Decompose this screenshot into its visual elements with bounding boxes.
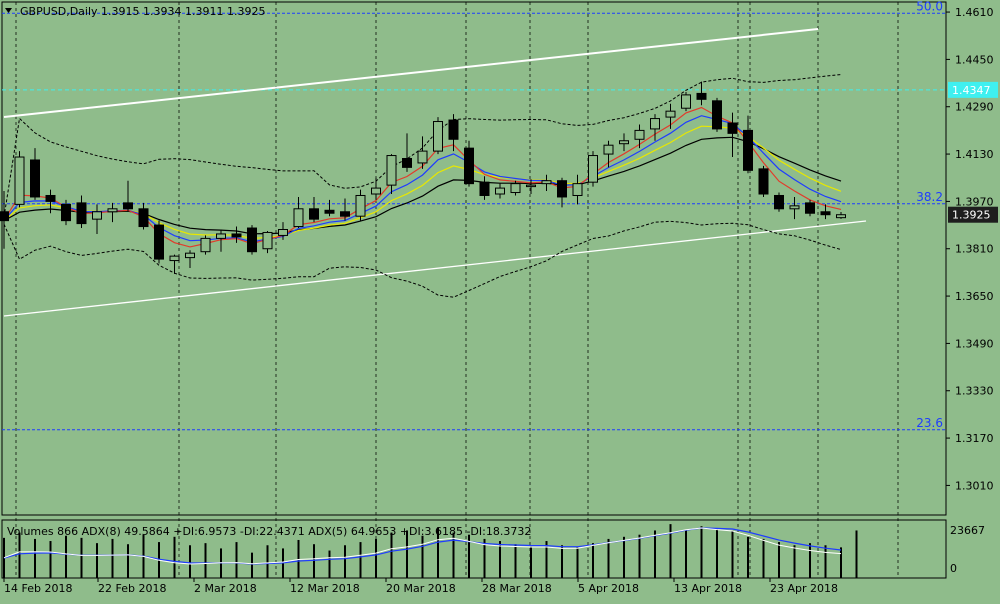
candle-body-bull (588, 155, 598, 183)
bollinger-lower-band (3, 220, 842, 298)
candle-body-bear (712, 100, 722, 130)
date-tick-label: 14 Feb 2018 (4, 582, 72, 595)
candle-body-bear (30, 159, 40, 198)
candle-body-bear (123, 202, 133, 210)
last-price-marker-box (948, 206, 998, 223)
main-panel-frame (1, 1, 947, 516)
candle-body-bull (836, 214, 846, 219)
resistance-marker-box (948, 81, 998, 98)
price-tick-label: 1.3650 (955, 290, 994, 303)
candle-body-bear (61, 203, 71, 222)
candle-body-bear (479, 181, 490, 196)
date-tick-label: 2 Mar 2018 (194, 582, 257, 595)
price-tick-label: 1.3490 (955, 337, 994, 350)
candle-body-bull (200, 237, 211, 253)
candle-body-bear (0, 211, 9, 222)
candle-body-bull (495, 187, 505, 195)
candle-body-bull (510, 183, 521, 194)
candle-body-bear (774, 194, 784, 210)
candle-body-bear (154, 224, 164, 260)
candle-body-bull (278, 229, 288, 236)
indicator-scale-max: 23667 (950, 524, 985, 537)
candle-body-bear (557, 180, 567, 198)
lower-trend-line (3, 220, 867, 317)
date-tick-label: 28 Mar 2018 (482, 582, 552, 595)
adx-fast-line (3, 527, 842, 565)
indicator-panel-frame (1, 519, 947, 579)
fib-level-label: 38.2 (916, 190, 943, 204)
candle-body-bear (309, 208, 319, 220)
candle-body-bear (727, 122, 738, 134)
price-tick-label: 1.4450 (955, 53, 994, 66)
candle-body-bull (665, 110, 676, 118)
candle-body-bear (324, 209, 335, 214)
candle-body-bull (14, 156, 25, 205)
candle-body-bear (45, 194, 56, 202)
candle-body-bull (572, 183, 583, 196)
candle-body-bull (634, 129, 645, 140)
candle-body-bear (696, 92, 707, 100)
indicator-label: Volumes 866 ADX(8) 49.5864 +DI:6.9573 -D… (7, 525, 531, 538)
candle-body-bull (619, 140, 629, 145)
candle-body-bull (216, 233, 226, 239)
candle-body-bear (820, 211, 831, 216)
candle-body-bull (293, 208, 304, 228)
candle-body-bull (603, 144, 614, 155)
price-tick-label: 1.4290 (955, 101, 994, 114)
candle-body-bull (433, 121, 443, 152)
candle-body-bull (371, 187, 381, 195)
candle-body-bear (464, 147, 474, 185)
candle-body-bear (743, 129, 753, 171)
price-tick-label: 1.4130 (955, 148, 994, 161)
upper-trend-line (3, 28, 819, 118)
last-price-marker-label: 1.3925 (952, 209, 991, 222)
candle-body-bull (386, 155, 397, 186)
date-tick-label: 5 Apr 2018 (578, 582, 639, 595)
candle-body-bull (262, 231, 273, 250)
candle-body-bull (681, 94, 691, 109)
price-tick-label: 1.3010 (955, 479, 994, 492)
candle-body-bear (138, 208, 149, 228)
candle-body-bear (448, 119, 459, 140)
candle-body-bear (805, 202, 815, 214)
price-tick-label: 1.4610 (955, 6, 994, 19)
candle-body-bear (247, 227, 257, 253)
candle-body-bear (402, 158, 412, 168)
window-menu-triangle-icon[interactable] (5, 8, 12, 13)
date-tick-label: 23 Apr 2018 (770, 582, 838, 595)
date-tick-label: 20 Mar 2018 (386, 582, 456, 595)
date-tick-label: 12 Mar 2018 (290, 582, 360, 595)
candle-body-bear (231, 233, 242, 238)
candle-body-bear (76, 202, 87, 225)
candle-body-bull (526, 184, 536, 188)
candle-body-bull (107, 208, 118, 213)
resistance-marker-label: 1.4347 (952, 84, 991, 97)
candle-body-bull (185, 252, 195, 259)
indicator-scale-min: 0 (950, 562, 957, 575)
candle-body-bull (355, 194, 366, 217)
candle-body-bear (758, 168, 769, 195)
symbol-ohlc-label: GBPUSD,Daily 1.3915 1.3934 1.3911 1.3925 (20, 5, 265, 18)
fib-level-label: 50.0 (916, 0, 943, 13)
price-tick-label: 1.3330 (955, 385, 994, 398)
fib-level-label: 23.6 (916, 416, 943, 430)
candle-body-bull (417, 150, 428, 164)
candle-body-bull (169, 255, 180, 262)
candle-body-bull (789, 205, 800, 210)
candle-body-bull (92, 211, 102, 220)
candle-body-bull (650, 118, 660, 130)
price-tick-label: 1.3810 (955, 243, 994, 256)
candle-body-bear (340, 211, 350, 217)
candle-body-bull (541, 180, 552, 185)
price-tick-label: 1.3170 (955, 432, 994, 445)
date-tick-label: 13 Apr 2018 (674, 582, 742, 595)
price-tick-label: 1.3970 (955, 195, 994, 208)
date-tick-label: 22 Feb 2018 (98, 582, 166, 595)
